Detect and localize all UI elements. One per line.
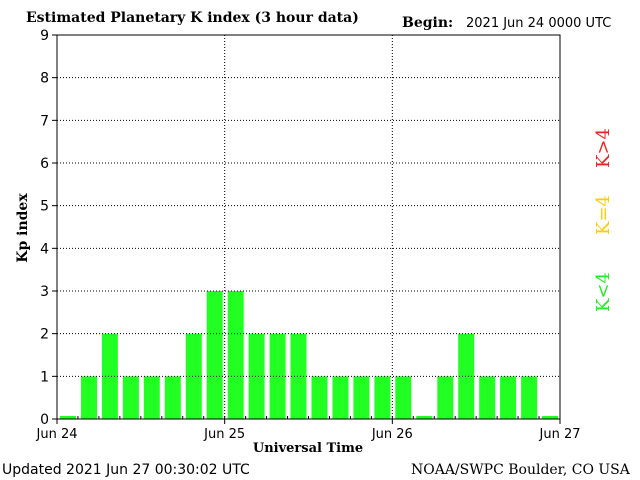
kp-bar (437, 376, 454, 419)
y-tick-label: 9 (40, 28, 49, 44)
chart-title: Estimated Planetary K index (3 hour data… (26, 10, 359, 26)
x-tick-label: Jun 27 (539, 427, 581, 442)
x-tick-label: Jun 24 (36, 427, 78, 442)
y-tick-label: 2 (40, 327, 49, 343)
kp-bar (542, 416, 558, 419)
begin-label: Begin: (402, 15, 453, 31)
x-axis-label: Universal Time (253, 441, 363, 456)
kp-bar (122, 376, 139, 419)
kp-bar (416, 416, 433, 419)
y-tick-label: 1 (40, 369, 49, 385)
kp-bar (269, 333, 286, 419)
footer-updated: Updated 2021 Jun 27 00:30:02 UTC (2, 462, 250, 478)
legend-item: K>4 (593, 128, 614, 168)
x-tick-label: Jun 25 (203, 427, 245, 442)
kp-bar (101, 333, 118, 419)
footer-source: NOAA/SWPC Boulder, CO USA (411, 462, 631, 478)
kp-bar (353, 376, 370, 419)
x-tick-label: Jun 26 (371, 427, 413, 442)
kp-bar (290, 333, 307, 419)
kp-bar (81, 376, 97, 419)
y-tick-label: 0 (40, 412, 49, 428)
kp-bar (374, 376, 391, 419)
kp-bar (248, 333, 265, 419)
kp-bar (479, 376, 496, 419)
kp-bar (185, 333, 202, 419)
y-axis-label: Kp index (15, 193, 31, 263)
y-tick-label: 3 (40, 284, 49, 300)
begin-value: 2021 Jun 24 0000 UTC (466, 16, 611, 31)
kp-bar (164, 376, 181, 419)
y-tick-label: 4 (40, 241, 49, 257)
kp-bar (395, 376, 412, 419)
kp-bar (311, 376, 328, 419)
plot-frame (56, 34, 561, 420)
plot-area: 0 1 2 3 4 5 6 7 8 9 Jun 24 Jun 25 Jun 26 Jun 27 (36, 28, 581, 442)
kp-bar (500, 376, 517, 419)
y-tick-label: 5 (40, 199, 49, 215)
y-tick-label: 8 (40, 71, 49, 87)
kp-bar (458, 333, 475, 419)
kp-bar (60, 416, 76, 419)
legend-item: K=4 (593, 195, 614, 235)
kp-bar (332, 376, 349, 419)
kp-bar (206, 291, 223, 419)
legend-item: K<4 (593, 272, 614, 312)
kp-bar (227, 291, 244, 419)
y-tick-label: 7 (40, 113, 49, 129)
kp-bar (521, 376, 538, 419)
kp-bar (143, 376, 160, 419)
legend: K<4 K=4 K>4 (593, 128, 614, 312)
y-tick-label: 6 (40, 156, 49, 172)
